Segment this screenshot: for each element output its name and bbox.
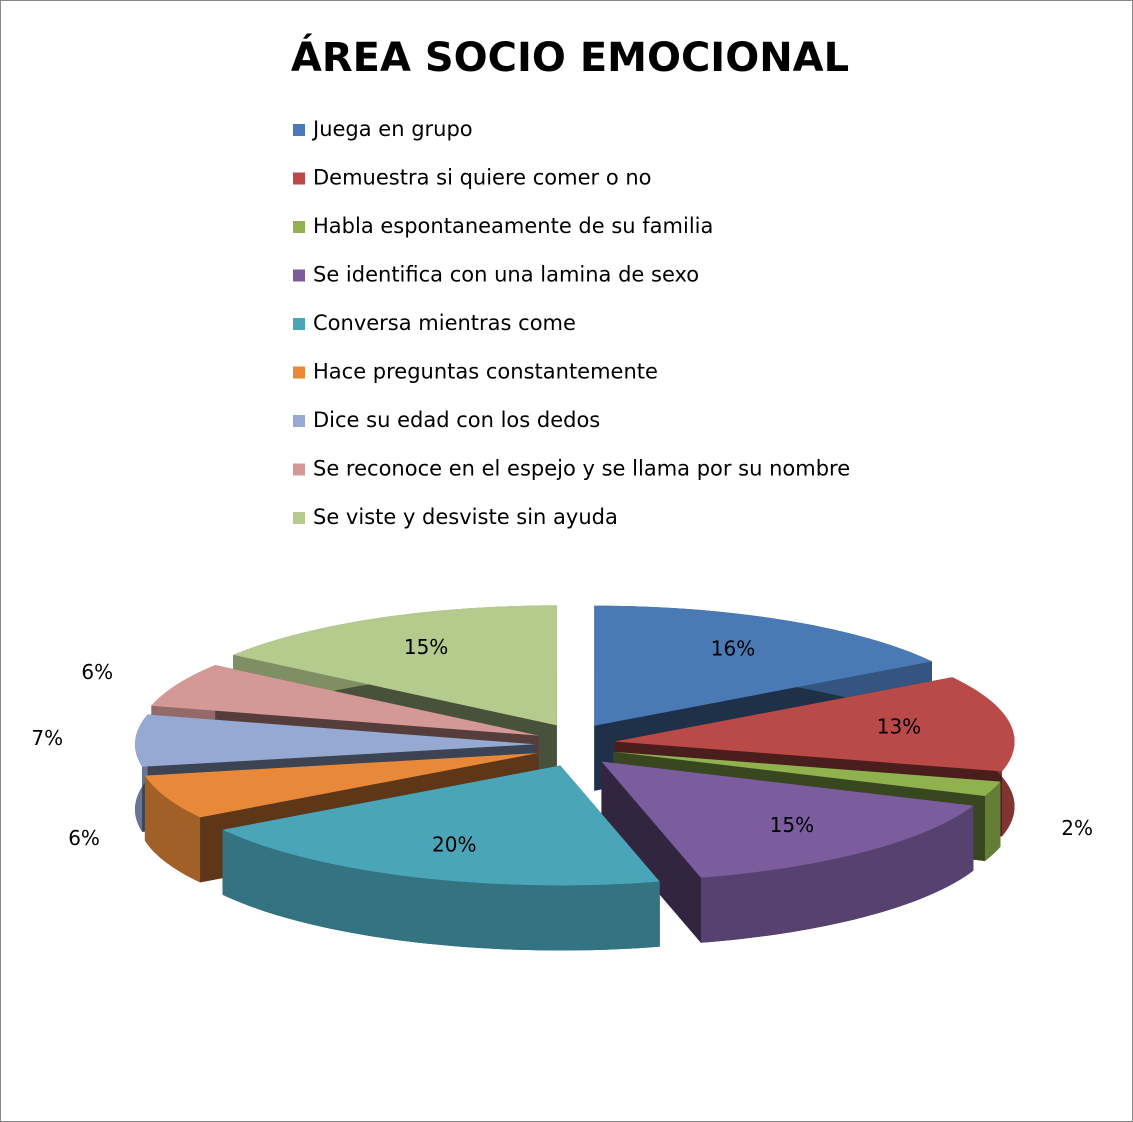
legend-swatch	[293, 512, 305, 524]
data-label: 6%	[68, 826, 100, 850]
legend-swatch	[293, 124, 305, 136]
slice-side	[144, 775, 201, 883]
slice-side	[601, 761, 701, 943]
slice	[144, 753, 538, 818]
data-label: 15%	[404, 635, 448, 659]
legend-swatch	[293, 269, 305, 282]
data-label: 13%	[877, 715, 921, 739]
chart-title: ÁREA SOCIO EMOCIONAL	[291, 33, 849, 81]
data-label: 2%	[1061, 816, 1093, 840]
legend-label: Demuestra si quiere comer o no	[313, 166, 652, 190]
legend-label: Habla espontaneamente de su familia	[313, 214, 713, 238]
data-label: 6%	[81, 660, 113, 684]
legend-label: Dice su edad con los dedos	[313, 408, 600, 432]
legend-swatch	[293, 366, 305, 379]
slice	[614, 677, 1015, 772]
legend-label: Se identifica con una lamina de sexo	[313, 263, 699, 287]
legend-label: Juega en grupo	[311, 117, 473, 141]
slice	[613, 751, 1001, 796]
legend-swatch	[293, 221, 305, 233]
slice	[233, 605, 557, 726]
data-label: 7%	[31, 726, 63, 750]
legend-swatch	[293, 415, 305, 427]
legend-label: Conversa mientras come	[313, 311, 576, 335]
data-label: 20%	[432, 832, 476, 856]
slice	[151, 665, 539, 736]
slice-side	[222, 829, 660, 951]
pie: 16% 13% 2% 15% 20% 6% 7% 6% 15%	[31, 605, 1093, 951]
legend-swatch	[293, 318, 305, 330]
legend-swatch	[293, 463, 305, 476]
slice	[601, 761, 974, 878]
slice	[135, 714, 536, 767]
slice-side	[984, 781, 1001, 861]
slice	[594, 605, 933, 726]
legend-label: Hace preguntas constantemente	[313, 360, 658, 384]
slice	[222, 765, 660, 886]
data-label: 16%	[711, 637, 755, 661]
slice-side	[700, 805, 974, 943]
data-label: 15%	[770, 813, 814, 837]
legend-label: Se viste y desviste sin ayuda	[313, 505, 618, 529]
legend-swatch	[293, 172, 305, 185]
legend-label: Se reconoce en el espejo y se llama por …	[313, 457, 850, 481]
